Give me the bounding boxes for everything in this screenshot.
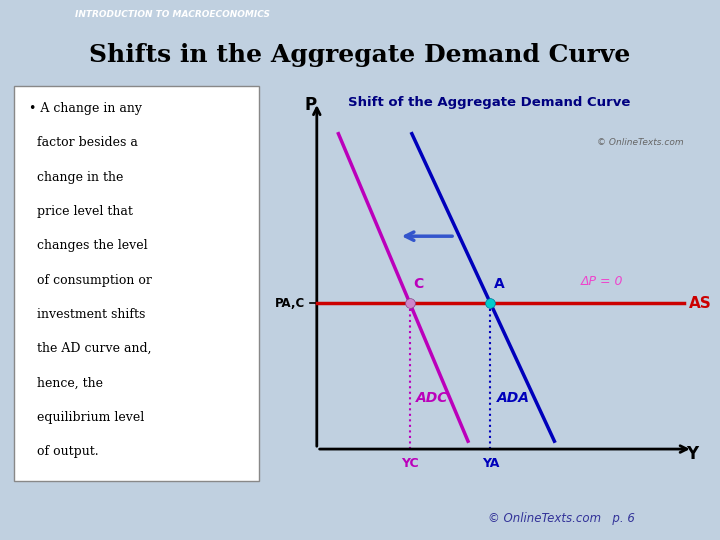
Text: factor besides a: factor besides a (29, 137, 138, 150)
Text: ADC: ADC (416, 391, 449, 405)
Text: ADA: ADA (497, 391, 530, 405)
Text: Shifts in the Aggregate Demand Curve: Shifts in the Aggregate Demand Curve (89, 43, 631, 66)
Text: © OnlineTexts.com   p. 6: © OnlineTexts.com p. 6 (488, 511, 635, 525)
Text: the AD curve and,: the AD curve and, (29, 342, 152, 355)
Text: ΔP = 0: ΔP = 0 (580, 275, 623, 288)
Text: A: A (494, 277, 505, 291)
Text: © OnlineTexts.com: © OnlineTexts.com (598, 138, 684, 147)
Text: • A change in any: • A change in any (29, 102, 142, 115)
Text: equilibrium level: equilibrium level (29, 411, 144, 424)
Text: YC: YC (401, 457, 418, 470)
Text: YA: YA (482, 457, 499, 470)
Text: Y: Y (686, 445, 698, 463)
Text: change in the: change in the (29, 171, 123, 184)
Text: changes the level: changes the level (29, 239, 148, 252)
Text: investment shifts: investment shifts (29, 308, 145, 321)
Text: AS: AS (689, 296, 712, 310)
Text: PA,C: PA,C (274, 296, 305, 310)
Text: of output.: of output. (29, 445, 99, 458)
Text: price level that: price level that (29, 205, 133, 218)
FancyBboxPatch shape (14, 86, 259, 481)
Text: Shift of the Aggregate Demand Curve: Shift of the Aggregate Demand Curve (348, 96, 631, 109)
Text: P: P (305, 96, 317, 114)
Text: C: C (413, 277, 423, 291)
Text: of consumption or: of consumption or (29, 274, 152, 287)
Text: hence, the: hence, the (29, 376, 103, 389)
Text: INTRODUCTION TO MACROECONOMICS: INTRODUCTION TO MACROECONOMICS (76, 10, 270, 18)
